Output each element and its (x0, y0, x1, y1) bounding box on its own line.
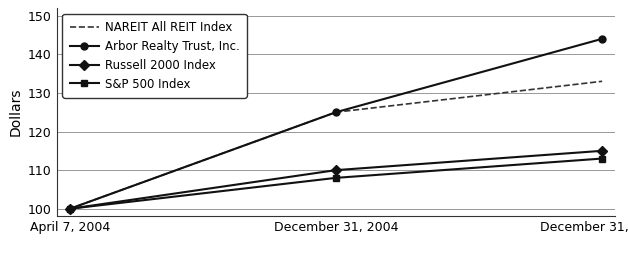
Arbor Realty Trust, Inc. (66, 207, 73, 210)
Line: Arbor Realty Trust, Inc.: Arbor Realty Trust, Inc. (67, 35, 605, 212)
S&P 500 Index (66, 207, 73, 210)
Y-axis label: Dollars: Dollars (8, 88, 22, 136)
Legend: NAREIT All REIT Index, Arbor Realty Trust, Inc., Russell 2000 Index, S&P 500 Ind: NAREIT All REIT Index, Arbor Realty Trus… (62, 14, 247, 98)
Line: Russell 2000 Index: Russell 2000 Index (67, 147, 605, 212)
Russell 2000 Index (598, 149, 606, 152)
Russell 2000 Index (66, 207, 73, 210)
NAREIT All REIT Index (66, 207, 73, 210)
S&P 500 Index (598, 157, 606, 160)
S&P 500 Index (332, 176, 340, 180)
Russell 2000 Index (332, 168, 340, 172)
Arbor Realty Trust, Inc. (332, 111, 340, 114)
Line: S&P 500 Index: S&P 500 Index (67, 155, 605, 212)
Arbor Realty Trust, Inc. (598, 37, 606, 40)
Line: NAREIT All REIT Index: NAREIT All REIT Index (70, 81, 602, 209)
NAREIT All REIT Index (332, 111, 340, 114)
NAREIT All REIT Index (598, 80, 606, 83)
